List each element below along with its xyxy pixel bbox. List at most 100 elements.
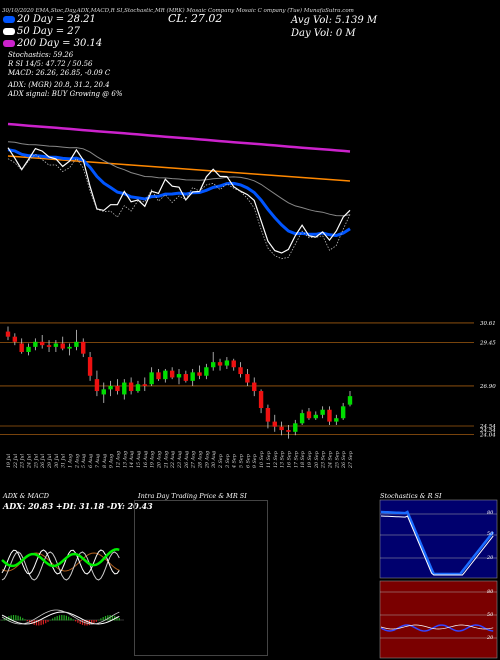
candle-body <box>53 343 59 347</box>
macd-histogram-bar <box>35 620 38 626</box>
stochastics-readout: Stochastics: 59.26 <box>8 51 74 59</box>
x-axis-label: 16 Aug <box>143 451 149 468</box>
macd-histogram-bar <box>61 615 63 621</box>
candle-body <box>340 406 346 419</box>
stochastic-d-line <box>380 515 494 576</box>
candle-body <box>81 341 86 354</box>
x-axis-label: 31 Jul <box>61 453 67 468</box>
ema200-swatch <box>3 40 15 47</box>
candle-body <box>176 374 182 378</box>
macd-histogram-bar <box>15 615 17 621</box>
intraday-panel-title: Intra Day Trading Price & MR SI <box>138 492 247 500</box>
price-line <box>7 147 351 254</box>
macd-histogram-bar <box>52 618 54 621</box>
day-volume: Day Vol: 0 M <box>291 28 356 39</box>
long-ema-line <box>7 155 351 182</box>
macd-signal-line <box>1 611 120 625</box>
x-axis-label: 20 Sep <box>314 451 320 469</box>
ema20-swatch <box>3 16 15 23</box>
ema20-line <box>7 148 351 238</box>
adx-orange-line <box>1 552 120 572</box>
candle-body <box>101 389 106 395</box>
macd-histogram-bar <box>38 620 40 626</box>
candle-body <box>279 426 284 431</box>
candle-body <box>183 374 189 381</box>
macd-histogram-bar <box>10 615 12 621</box>
macd-histogram-bar <box>116 616 118 621</box>
macd-histogram-bar <box>33 620 35 625</box>
x-axis-label: 26 Sep <box>341 451 347 469</box>
macd-histogram-bar <box>84 620 86 626</box>
macd-histogram-bar <box>31 620 33 624</box>
candle-body <box>33 341 38 347</box>
macd-histogram-bar <box>3 618 5 621</box>
macd-histogram-bar <box>81 620 84 625</box>
macd-readout: MACD: 26.26, 26.85, -0.09 C <box>8 69 111 77</box>
price-level-label: 24.54 <box>479 428 496 434</box>
macd-histogram-bar <box>100 618 102 621</box>
rsi-tick-50: 50 <box>487 612 494 618</box>
macd-histogram-bar <box>63 615 65 621</box>
x-axis-label: 27 Sep <box>348 451 354 469</box>
x-axis-label: 29 Aug <box>204 451 210 469</box>
x-axis-label: 6 Aug <box>88 454 94 468</box>
x-axis-label: 20 Aug <box>156 451 162 469</box>
x-axis-label: 3 Sep <box>225 454 231 468</box>
header-top-line: 30/10/2020 EMA,Stoc,Day,ADX,MACD,R SI,St… <box>2 8 354 14</box>
x-axis-label: 11 Sep <box>266 451 272 468</box>
macd-histogram-bar <box>42 620 44 625</box>
stoch-tick-50: 50 <box>487 531 494 537</box>
price-level-label: 24.54 <box>479 424 496 430</box>
candle-body <box>334 418 339 422</box>
candle-body <box>204 367 209 376</box>
signal-dotted-line <box>7 153 351 260</box>
macd-histogram-bar <box>49 619 51 621</box>
macd-histogram-bar <box>68 616 70 621</box>
stoch-tick-80: 80 <box>487 510 494 516</box>
x-axis-label: 2 Sep <box>218 454 224 469</box>
ema200-line <box>7 122 351 153</box>
candle-body <box>115 385 120 392</box>
candle-body <box>265 408 271 422</box>
ema20-label: 20 Day = 28.21 <box>17 14 96 25</box>
macd-histogram-bar <box>93 620 95 624</box>
ema50-grey-line <box>7 141 351 217</box>
candle-body <box>46 345 52 347</box>
macd-histogram-bar <box>6 617 8 621</box>
macd-histogram-bar <box>114 615 116 621</box>
macd-histogram-bar <box>40 620 42 626</box>
macd-histogram-bar <box>19 616 21 621</box>
candle-body <box>40 341 45 346</box>
x-axis-label: 26 Aug <box>184 451 190 469</box>
x-axis-label: 22 Aug <box>170 451 176 469</box>
average-volume: Avg Vol: 5.139 M <box>291 15 378 26</box>
x-axis-label: 19 Sep <box>307 451 313 468</box>
candle-body <box>12 336 18 342</box>
adx-panel-values: ADX: 20.83 +DI: 31.18 -DY: 20.43 <box>3 501 153 511</box>
x-axis-label: 25 Jul <box>33 453 39 469</box>
x-axis-label: 12 Sep <box>273 451 279 468</box>
candle-body <box>122 382 127 395</box>
x-axis-label: 28 Aug <box>198 451 204 469</box>
x-axis-label: 23 Sep <box>321 451 327 469</box>
x-axis-label: 19 Aug <box>150 451 156 468</box>
macd-histogram-bar <box>75 620 77 622</box>
ema200-label: 200 Day = 30.14 <box>17 38 103 49</box>
candle-body <box>135 384 141 392</box>
x-axis-label: 30 Aug <box>211 451 217 468</box>
candle-body <box>272 421 277 427</box>
price-level-label: 24.04 <box>479 433 496 439</box>
macd-histogram-bar <box>102 617 104 621</box>
rsi-signal-line <box>380 624 494 630</box>
x-axis-label: 6 Sep <box>245 454 251 468</box>
x-axis-label: 24 Jul <box>27 453 33 469</box>
adx-panel-title: ADX & MACD <box>3 492 49 500</box>
x-axis-label: 9 Sep <box>252 454 258 468</box>
x-axis-label: 13 Aug <box>122 451 128 468</box>
stochastic-k-line <box>380 510 495 576</box>
rsi-line <box>380 624 494 632</box>
x-axis-label: 21 Aug <box>163 451 169 469</box>
x-axis-label: 19 Jul <box>6 453 12 468</box>
candle-body <box>327 409 332 422</box>
macd-histogram-bar <box>86 620 88 626</box>
